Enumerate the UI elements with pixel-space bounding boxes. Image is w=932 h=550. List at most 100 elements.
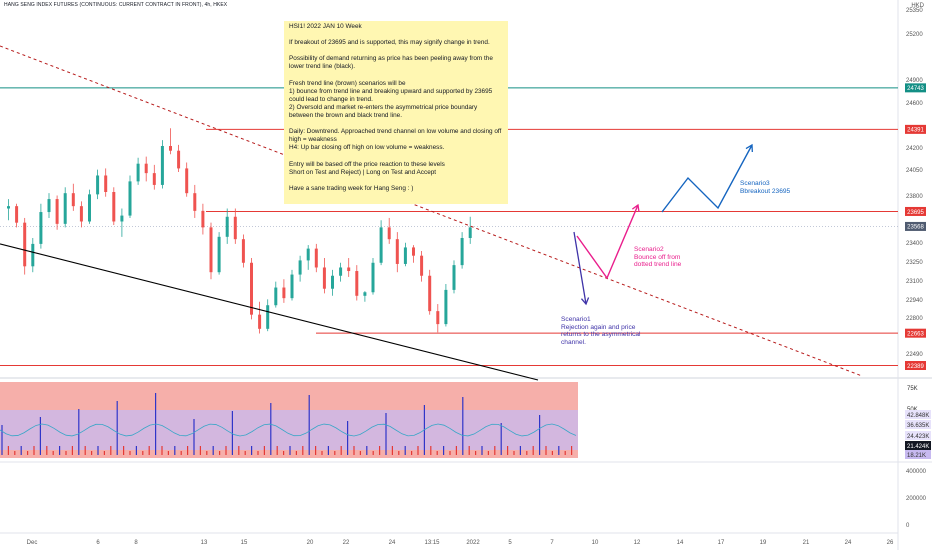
candle-body <box>23 222 27 267</box>
candle-body <box>241 239 245 263</box>
price-tag: 22663 <box>907 331 924 337</box>
candle-body <box>298 260 302 275</box>
candlestick-series <box>7 128 472 334</box>
note-line: Have a sane trading week for Hang Seng :… <box>289 184 414 192</box>
time-tick-label: 19 <box>760 540 767 546</box>
candle-body <box>274 287 278 306</box>
price-tick-label: 22490 <box>906 352 923 358</box>
volume-tag-bg <box>905 441 931 450</box>
price-tick-label: 25350 <box>906 8 923 14</box>
volume-tick-label: 21.424K <box>907 444 929 450</box>
note-line <box>289 47 503 55</box>
price-tick-label: 22940 <box>906 298 923 304</box>
candle-body <box>128 181 132 216</box>
note-line <box>289 120 503 128</box>
time-tick-label: 10 <box>592 540 599 546</box>
note-line <box>289 31 503 39</box>
candle-body <box>250 262 253 315</box>
candle-body <box>371 262 375 293</box>
note-line: Possibility of demand returning as price… <box>289 55 493 71</box>
volume-tick-label: 36.635K <box>907 423 929 429</box>
scenario1-arrowhead <box>580 297 590 306</box>
candle-body <box>363 292 367 296</box>
candle-body <box>436 311 440 325</box>
candle-body <box>160 146 164 185</box>
scenario-arrows <box>573 143 753 306</box>
note-line: 1) bounce from trend line and breaking u… <box>289 87 493 103</box>
price-tag-bg <box>905 361 926 371</box>
price-tag-bg <box>905 206 926 216</box>
time-tick-label: 7 <box>550 540 554 546</box>
candle-body <box>55 199 59 224</box>
candle-body <box>136 163 140 182</box>
candle-body <box>39 212 43 244</box>
price-tick-label: 23100 <box>906 279 923 285</box>
scenario3-arrow <box>661 144 753 213</box>
volume-ma-band <box>0 410 578 450</box>
candle-body <box>331 275 334 289</box>
time-tick-label: 8 <box>134 540 138 546</box>
candle-body <box>63 193 67 224</box>
volume-tick-label: 75K <box>907 386 918 392</box>
candle-body <box>379 227 383 263</box>
candle-body <box>112 192 116 222</box>
candle-body <box>282 287 286 299</box>
candle-body <box>201 210 205 228</box>
candle-body <box>88 194 91 222</box>
analysis-note[interactable]: HSI1! 2022 JAN 10 Week If breakout of 23… <box>284 21 508 204</box>
candle-body <box>306 248 310 261</box>
time-tick-label: 24 <box>389 540 396 546</box>
candle-body <box>428 275 432 312</box>
price-tag: 23695 <box>907 210 924 216</box>
price-tick-label: 24900 <box>906 78 923 84</box>
candle-body <box>314 248 318 268</box>
time-tick-label: 24 <box>845 540 852 546</box>
price-tag-bg <box>905 124 926 134</box>
note-line <box>289 153 503 161</box>
time-tick-label: 13 <box>201 540 208 546</box>
time-tick-label: 2022 <box>466 540 480 546</box>
note-line: Entry will be based off the price reacti… <box>289 160 445 168</box>
price-tick-label: 24200 <box>906 146 923 152</box>
volume-tag-bg <box>905 410 931 419</box>
note-line: H4: Up bar closing off high on low volum… <box>289 144 445 152</box>
price-tick-label: 23250 <box>906 260 923 266</box>
black-trend-line <box>0 243 539 381</box>
price-tick-label: 22800 <box>906 316 923 322</box>
scenario2-arrowhead <box>631 203 640 213</box>
candle-body <box>217 236 221 273</box>
candle-body <box>225 216 229 237</box>
candle-body <box>185 168 189 194</box>
candle-body <box>31 243 35 267</box>
candle-body <box>7 206 10 209</box>
scenario1-label: Scenario1 Rejection again and price retu… <box>561 316 641 346</box>
time-tick-label: 22 <box>343 540 350 546</box>
scenario2-arrow <box>576 204 639 280</box>
oscillator-tick-label: 200000 <box>906 496 927 502</box>
time-tick-label: 26 <box>887 540 894 546</box>
candle-body <box>104 175 108 192</box>
candle-body <box>347 267 351 272</box>
note-line: If breakout of 23695 and is supported, t… <box>289 39 490 47</box>
candle-body <box>387 227 391 240</box>
volume-tick-label: 24.423K <box>907 434 929 440</box>
symbol-title: HANG SENG INDEX FUTURES (CONTINUOUS: CUR… <box>4 2 228 8</box>
price-tag-bg <box>905 221 926 231</box>
volume-tag-bg <box>905 420 931 429</box>
candle-body <box>177 150 181 169</box>
price-tag: 24391 <box>907 128 924 134</box>
time-tick-label: 6 <box>96 540 100 546</box>
note-line <box>289 72 503 80</box>
note-line: Short on Test and Reject) | Long on Test… <box>289 168 437 176</box>
candle-body <box>460 238 464 266</box>
time-tick-label: 12 <box>634 540 641 546</box>
note-line: Daily: Downtrend. Approached trend chann… <box>289 128 502 144</box>
candle-body <box>258 314 262 329</box>
note-line: Fresh trend line (brown) scenarios will … <box>289 79 406 87</box>
scenario3-arrowhead <box>745 143 753 153</box>
candle-body <box>355 271 359 296</box>
time-tick-label: 15 <box>241 540 248 546</box>
candle-body <box>193 193 197 211</box>
